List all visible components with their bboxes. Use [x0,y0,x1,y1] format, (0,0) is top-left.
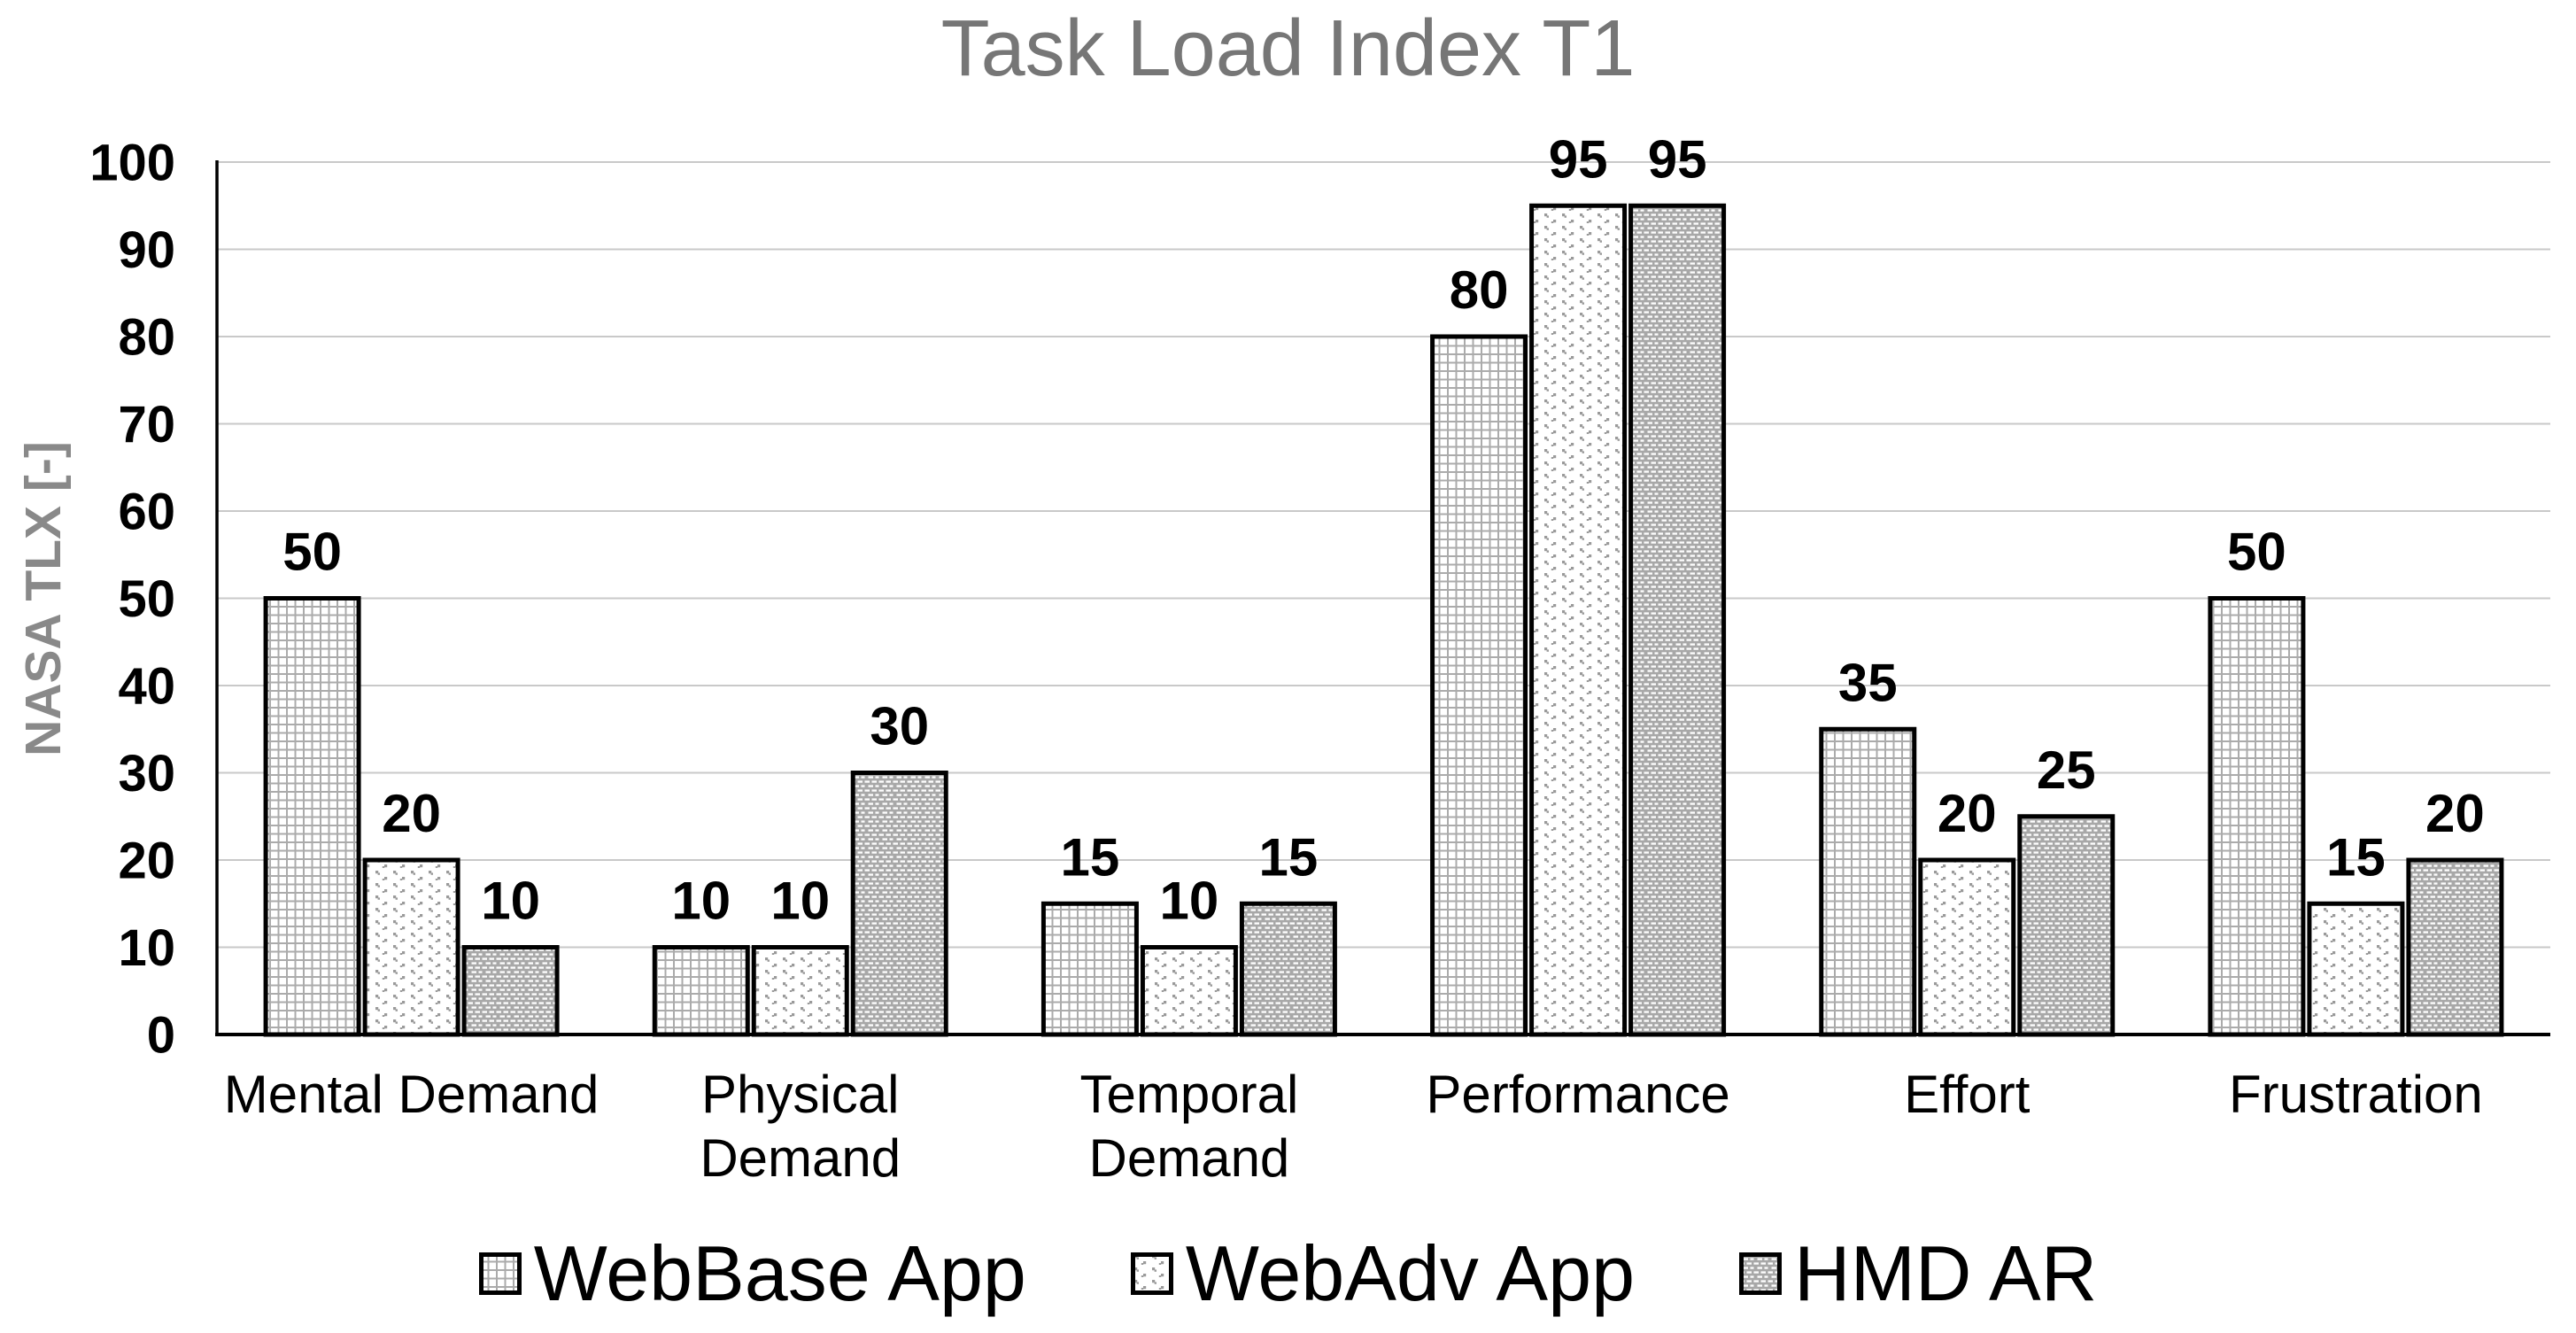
bar-webadv-app [2307,901,2405,1037]
gridlines [217,161,2550,949]
data-label: 15 [2326,827,2386,887]
y-tick-label: 50 [118,570,175,628]
bar-hmd-ar [2017,814,2116,1037]
data-label: 20 [2425,784,2485,843]
y-tick-label: 100 [89,134,175,191]
category-label-line: Temporal [1080,1065,1299,1124]
chart-title: Task Load Index T1 [940,4,1636,93]
bar-webbase-app [1819,726,1917,1037]
bar-webbase-app [263,596,361,1037]
legend-swatch-grid-pattern-icon [478,1252,522,1295]
category-label: Mental Demand [224,1065,600,1124]
category-label-line: Performance [1426,1065,1729,1124]
bar-webbase-app [652,945,750,1037]
legend-item-webadv-app: WebAdv App [1130,1229,1636,1317]
legend-swatch-dots-pattern-icon [1130,1252,1173,1295]
legend: WebBase App WebAdv App HMD AR [0,1221,2576,1327]
data-label: 20 [382,784,441,843]
y-tick-label: 30 [118,745,175,802]
data-label: 25 [2037,740,2096,800]
data-label: 10 [671,872,731,931]
category-label-line: Frustration [2229,1065,2483,1124]
category-label-line: Physical [701,1065,899,1124]
data-label: 95 [1648,129,1707,189]
bar-hmd-ar [850,771,948,1037]
legend-label: HMD AR [1794,1229,2098,1317]
y-tick-label: 0 [147,1006,175,1064]
bar-webbase-app [2208,596,2306,1037]
category-label-line: Mental Demand [224,1065,600,1124]
bar-webadv-app [362,857,460,1037]
data-label: 50 [282,523,342,582]
axes [215,160,2550,1036]
bar-webadv-app [1918,857,2016,1037]
category-label-line: Demand [700,1128,901,1188]
y-tick-label: 10 [118,919,175,977]
bar-webadv-app [1140,945,1238,1037]
data-label: 10 [770,872,830,931]
y-tick-label: 20 [118,832,175,889]
data-label: 15 [1259,827,1319,887]
legend-label: WebBase App [533,1229,1026,1317]
bar-webadv-app [751,945,849,1037]
legend-swatch-dashes-pattern-icon [1739,1252,1783,1295]
y-tick-label: 90 [118,221,175,279]
data-label: 80 [1450,260,1509,320]
y-tick-label: 80 [118,308,175,366]
legend-item-hmd-ar: HMD AR [1739,1235,2097,1313]
y-tick-label: 70 [118,396,175,453]
legend-item-webbase-app: WebBase App [478,1229,1026,1317]
bar-series: 50 20 10 10 10 30 15 10 15 80 95 95 35 20 25 50 15 20 [263,129,2504,1037]
data-label: 15 [1061,827,1120,887]
bar-hmd-ar [1628,203,1727,1037]
bar-hmd-ar [2406,857,2504,1037]
data-label: 50 [2227,523,2286,582]
data-label: 20 [1938,784,1997,843]
y-tick-label: 60 [118,483,175,540]
data-label: 10 [1160,872,1219,931]
bar-webbase-app [1430,334,1528,1037]
category-label: Effort [1904,1065,2031,1124]
data-label: 30 [870,697,929,756]
y-axis-tick-labels: 0 10 20 30 40 50 60 70 80 90 100 [89,134,175,1064]
bar-webadv-app [1529,203,1628,1037]
category-label-line: Demand [1089,1128,1290,1188]
category-label: Temporal Demand [1080,1065,1299,1188]
category-label: Performance [1426,1065,1729,1124]
legend-label: WebAdv App [1185,1229,1636,1317]
bar-webbase-app [1040,901,1139,1037]
category-label: Physical Demand [700,1065,901,1188]
bar-hmd-ar [1239,901,1337,1037]
y-tick-label: 40 [118,657,175,715]
data-label: 95 [1549,129,1608,189]
category-label: Frustration [2229,1065,2483,1124]
category-label-line: Effort [1904,1065,2031,1124]
bar-hmd-ar [461,945,560,1037]
data-label: 35 [1838,653,1898,712]
data-label: 10 [481,872,540,931]
